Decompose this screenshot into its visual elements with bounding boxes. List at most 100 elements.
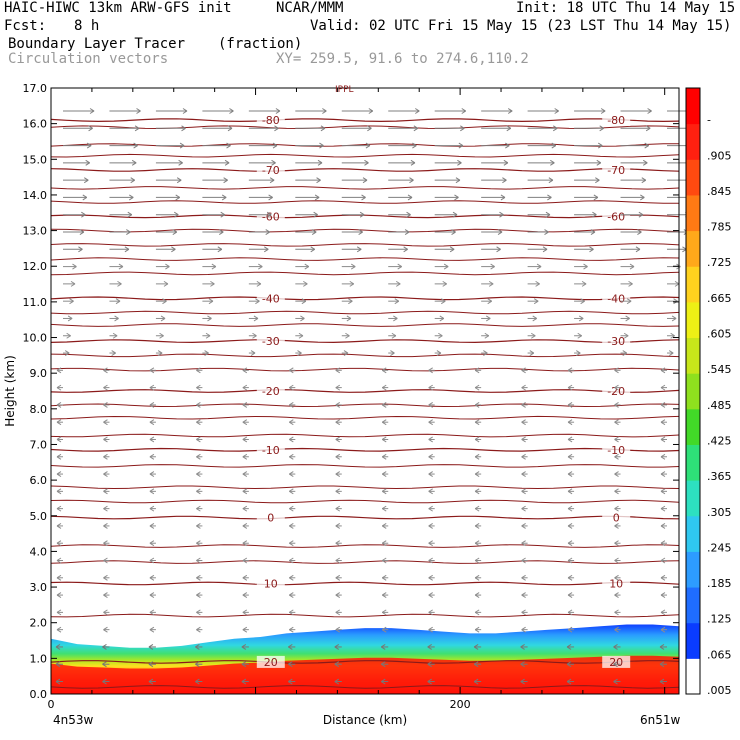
wind-vector-head <box>567 401 573 406</box>
wind-vector-head <box>428 611 433 616</box>
wind-vector-head <box>196 419 201 423</box>
wind-vector-head <box>205 335 211 339</box>
wind-vector-head <box>671 318 677 322</box>
isotherm-label-bg <box>256 292 285 305</box>
wind-vector-head <box>613 661 618 665</box>
wind-vector-head <box>613 644 618 648</box>
wind-vector-head <box>310 248 315 253</box>
wind-vector-head <box>428 629 433 633</box>
wind-vector-head <box>103 488 108 492</box>
wind-vector-head <box>428 594 433 599</box>
y-tick-label: 7.0 <box>30 438 48 451</box>
wind-vector-head <box>134 125 140 129</box>
wind-vector-head <box>226 145 231 149</box>
wind-vector-head <box>474 384 480 389</box>
wind-vector-head <box>545 211 551 216</box>
wind-vector-head <box>226 142 231 146</box>
wind-vector-head <box>597 142 603 146</box>
wind-vector-head <box>614 367 619 371</box>
wind-vector-head <box>289 505 294 510</box>
isotherm-line <box>50 515 680 520</box>
wind-vector-head <box>626 298 632 302</box>
field-units: (fraction) <box>218 36 303 52</box>
wind-vector-head <box>288 681 293 685</box>
wind-vector-head <box>660 384 666 389</box>
wind-vector-head <box>335 557 341 561</box>
wind-vector-head <box>242 629 248 633</box>
wind-vector-head <box>589 246 594 250</box>
wind-vector-head <box>428 577 433 581</box>
wind-vector-head <box>217 248 223 253</box>
wind-vector-head <box>195 646 200 650</box>
init-time: Init: 18 UTC Thu 14 May 15 <box>516 0 736 16</box>
wind-vector-head <box>427 663 432 668</box>
wind-vector-head <box>381 505 387 510</box>
wind-vector-head <box>428 505 433 510</box>
wind-vector-head <box>165 266 170 270</box>
y-tick-label: 8.0 <box>30 403 48 416</box>
isotherm-line <box>50 464 680 468</box>
wind-vector-head <box>196 574 201 579</box>
wind-vector-head <box>350 263 356 268</box>
wind-vector-head <box>83 179 89 184</box>
wind-vector-head <box>474 629 480 633</box>
wind-vector-head <box>521 471 526 475</box>
wind-vector-head <box>148 646 154 650</box>
wind-vector-head <box>289 594 294 599</box>
wind-vector-head <box>242 456 248 460</box>
wind-vector-head <box>196 525 201 529</box>
wind-vector-head <box>242 369 248 374</box>
wind-vector-head <box>427 646 432 650</box>
wind-vector-head <box>614 592 619 596</box>
colorbar-label: .185 <box>707 577 732 590</box>
wind-vector-head <box>171 246 176 250</box>
wind-vector-head <box>173 214 179 218</box>
wind-vector-head <box>316 177 321 181</box>
isotherm-line <box>50 271 680 276</box>
wind-vector-head <box>638 211 644 216</box>
wind-vector-head <box>311 231 317 235</box>
wind-vector-head <box>207 315 212 319</box>
wind-vector-head <box>428 592 433 596</box>
wind-vector-head <box>367 125 372 129</box>
wind-vector-head <box>566 681 572 685</box>
wind-vector-head <box>614 421 619 426</box>
wind-vector-head <box>335 574 341 579</box>
wind-vector-head <box>502 179 507 184</box>
wind-vector-head <box>397 266 402 270</box>
wind-vector-head <box>56 387 62 391</box>
isotherm-label-bg <box>256 335 285 348</box>
colorbar-label: .245 <box>707 541 732 554</box>
wind-vector-head <box>507 108 513 112</box>
wind-vector-head <box>272 142 278 146</box>
colorbar-label: .065 <box>707 648 732 661</box>
wind-vector-head <box>288 646 293 650</box>
wind-vector-head <box>162 298 167 302</box>
wind-vector-head <box>394 298 400 302</box>
wind-vector-head <box>576 352 581 356</box>
wind-vector-head <box>56 473 62 477</box>
wind-vector-head <box>250 352 256 356</box>
isotherm-label: -30 <box>262 335 280 348</box>
wind-vector-head <box>297 352 302 356</box>
wind-vector-head <box>56 369 62 374</box>
wind-vector-head <box>659 644 665 648</box>
wind-vector-head <box>69 300 74 305</box>
wind-vector-head <box>474 369 480 374</box>
wind-vector-head <box>381 387 387 391</box>
wind-vector-head <box>449 246 455 250</box>
wind-vector-head <box>335 369 341 374</box>
wind-vector-head <box>258 263 263 268</box>
wind-vector-head <box>660 456 666 460</box>
wind-vector-head <box>349 280 355 285</box>
wind-vector-head <box>474 626 480 631</box>
isotherm-label-bg <box>602 163 631 176</box>
wind-vector-head <box>381 473 387 477</box>
wind-vector-head <box>149 456 155 460</box>
wind-vector-head <box>660 594 666 599</box>
x-axis-title: Distance (km) <box>323 713 407 727</box>
wind-vector-head <box>490 266 495 270</box>
wind-vector-head <box>628 283 633 287</box>
wind-vector-head <box>242 471 248 475</box>
wind-vector-head <box>440 298 446 302</box>
